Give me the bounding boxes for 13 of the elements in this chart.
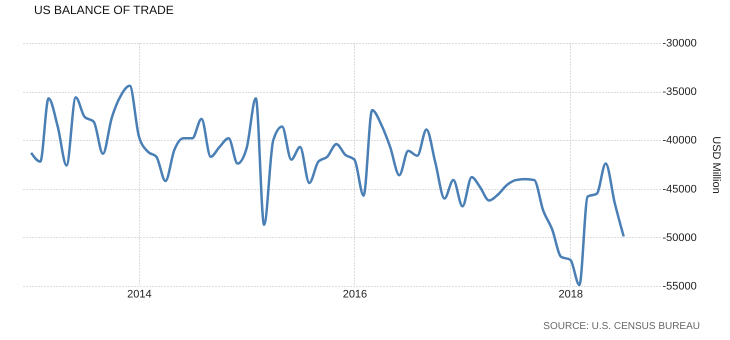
y-tick-label: -55000 [662,280,697,292]
y-tick-label: -40000 [662,134,697,147]
y-tick-label: -45000 [662,183,697,196]
y-tick-label: -35000 [662,86,697,98]
x-tick-label: 2016 [342,288,368,300]
x-tick-label: 2014 [127,288,152,300]
y-tick-label: -30000 [662,38,697,50]
source-note: SOURCE: U.S. CENSUS BUREAU [543,321,700,332]
line-series [30,84,625,286]
x-tick-label: 2018 [558,288,583,300]
chart-title: US BALANCE OF TRADE [34,3,174,17]
y-tick-label: -50000 [662,232,697,244]
y-axis-title: USD Million [710,136,722,194]
